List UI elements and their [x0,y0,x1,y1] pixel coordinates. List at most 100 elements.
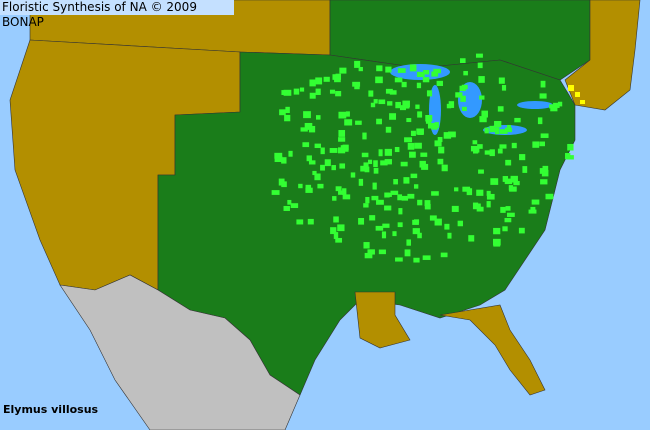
county-present [413,184,419,189]
county-present [384,205,392,211]
county-present [317,183,324,189]
county-present [397,222,403,228]
county-present [540,179,548,185]
county-present [406,118,412,123]
county-present [427,122,436,129]
florida-absent-region [439,304,546,396]
county-present [395,257,403,262]
county-present [368,90,374,97]
county-present [486,193,495,200]
county-present [410,130,416,136]
county-present [364,252,373,259]
county-present [338,190,345,195]
county-present [436,80,443,86]
county-present [499,129,508,134]
county-present [463,70,468,76]
county-present [539,93,547,99]
county-present [300,127,308,132]
county-present [389,113,397,120]
county-present [513,181,520,186]
county-present [384,192,392,197]
county-present [478,76,485,83]
mexico-region [59,274,301,430]
county-present [335,90,342,97]
county-present [362,132,367,140]
county-present [444,223,450,230]
county-present [448,131,456,138]
county-present [380,160,388,166]
county-present [514,117,521,123]
county-present [497,148,503,154]
county-present [497,106,504,112]
county-present [332,74,339,80]
county-present [545,193,554,200]
county-present [419,160,426,168]
county-present [468,235,475,242]
county-present [479,95,485,100]
county-present [389,90,397,95]
county-present [387,101,393,106]
county-present [532,141,540,148]
county-present [493,241,501,247]
county-present [378,99,386,105]
county-present [565,153,571,160]
county-present [309,92,316,99]
county-present [441,164,448,172]
county-present [477,144,483,149]
county-present [434,140,442,147]
county-present [416,71,425,78]
county-present [539,141,545,147]
county-present [390,190,399,195]
county-present [470,145,479,152]
county-present [440,252,448,258]
county-present [329,148,338,153]
county-present [415,104,420,109]
county-present [505,159,512,166]
county-present [303,112,310,118]
county-present [537,117,543,125]
county-present [486,201,491,208]
county-present [407,142,415,150]
county-present [437,136,443,143]
county-present [354,60,361,68]
county-present [375,76,383,84]
county-present [293,88,300,95]
county-present [424,200,431,207]
county-present [550,107,558,112]
county-present [309,79,316,87]
county-present [459,85,466,92]
county-present [420,152,428,157]
county-present [342,144,349,151]
county-present [333,232,339,239]
county-present [493,227,501,235]
county-present [460,95,466,102]
county-present [367,159,373,165]
county-present [486,190,491,196]
county-present [446,103,452,109]
county-present [530,206,536,214]
county-present [332,196,337,201]
county-present [284,114,291,122]
county-present [312,170,317,176]
county-present [413,257,420,263]
county-present [401,81,407,88]
county-present [384,159,392,165]
county-present [285,106,290,114]
county-present [315,88,321,95]
county-present [433,68,442,74]
county-present [406,239,412,246]
county-present [385,66,392,73]
county-present [306,155,312,162]
county-present [490,178,499,185]
map-title: Floristic Synthesis of NA © 2009 BONAP [0,0,234,29]
county-present [330,227,337,235]
county-present [460,58,466,64]
county-present [509,187,517,192]
county-present [363,162,369,168]
county-present [540,133,549,138]
county-present [501,85,507,91]
county-present [372,182,377,190]
county-present [423,69,430,75]
county-present [451,205,459,212]
county-present [281,90,289,95]
